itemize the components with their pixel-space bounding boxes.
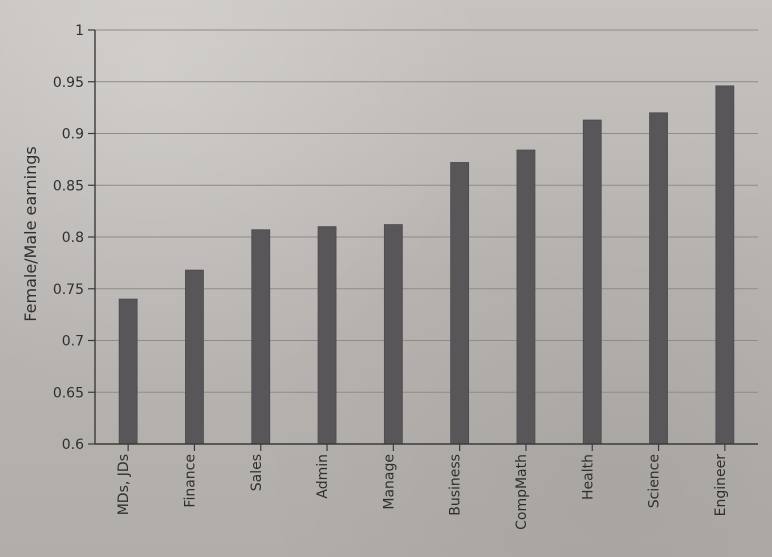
y-axis-label: Female/Male earnings bbox=[21, 146, 40, 321]
x-tick-label: Admin bbox=[315, 454, 331, 499]
x-tick-label: Science bbox=[647, 454, 663, 508]
bar bbox=[185, 269, 204, 445]
y-tick-label: 0.75 bbox=[53, 282, 84, 298]
bar bbox=[516, 149, 536, 445]
bar bbox=[649, 112, 668, 445]
bar bbox=[383, 224, 403, 445]
y-tick-label: 0.7 bbox=[62, 334, 84, 350]
x-tick-label: Finance bbox=[182, 454, 198, 508]
bar bbox=[715, 85, 735, 445]
y-tick-label: 0.85 bbox=[53, 178, 84, 194]
x-tick-label: Manage bbox=[381, 454, 397, 510]
bars bbox=[118, 85, 735, 445]
bar bbox=[118, 298, 138, 445]
bar bbox=[251, 229, 271, 445]
x-tick-label: Business bbox=[448, 454, 464, 516]
y-ticks: 0.6 0.65 0.7 0.75 0.8 0.85 0.9 0.95 1 bbox=[53, 23, 95, 453]
y-tick-label: 0.9 bbox=[62, 127, 84, 143]
y-tick-label: 0.6 bbox=[62, 437, 84, 453]
y-tick-label: 0.65 bbox=[53, 385, 84, 401]
x-ticks: MDs, JDs Finance Sales Admin Manage Business C… bbox=[116, 444, 729, 530]
y-tick-label: 0.8 bbox=[62, 230, 84, 246]
y-tick-label: 1 bbox=[75, 23, 84, 39]
y-tick-label: 0.95 bbox=[53, 75, 84, 91]
x-tick-label: Sales bbox=[249, 454, 265, 491]
x-tick-label: Engineer bbox=[713, 454, 729, 517]
x-tick-label: Health bbox=[580, 454, 596, 500]
x-tick-label: CompMath bbox=[514, 454, 530, 530]
x-tick-label: MDs, JDs bbox=[116, 454, 132, 515]
bar bbox=[317, 226, 337, 445]
bar bbox=[582, 119, 602, 445]
bar bbox=[450, 162, 470, 445]
gridlines bbox=[95, 29, 758, 445]
